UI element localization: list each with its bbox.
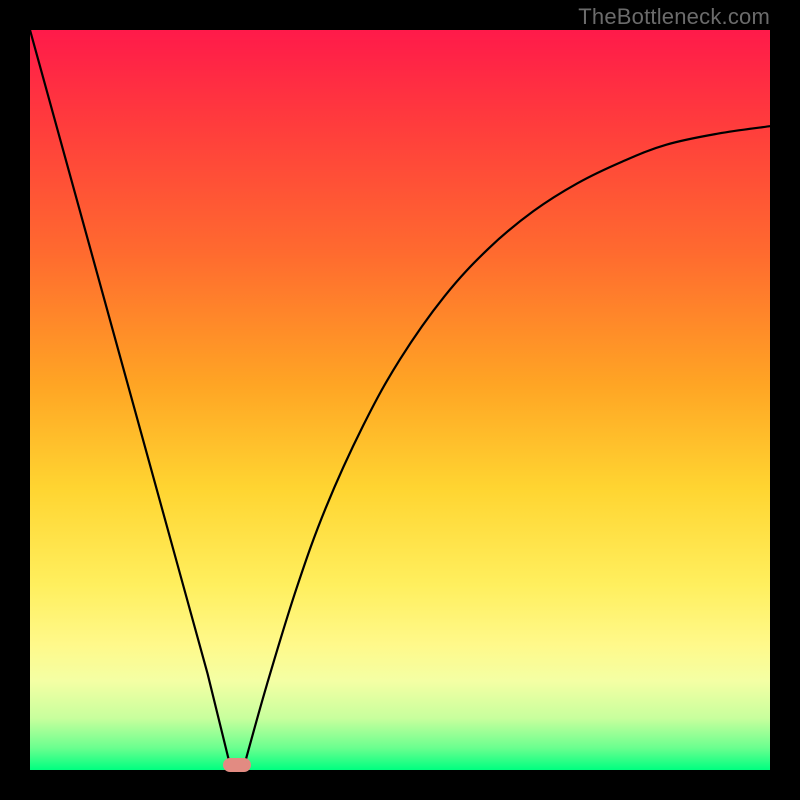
curve-left-branch xyxy=(30,30,230,764)
chart-container: TheBottleneck.com xyxy=(0,0,800,800)
curve-right-branch xyxy=(245,126,770,764)
plot-area xyxy=(30,30,770,770)
bottleneck-curve xyxy=(30,30,770,770)
watermark-text: TheBottleneck.com xyxy=(578,4,770,30)
